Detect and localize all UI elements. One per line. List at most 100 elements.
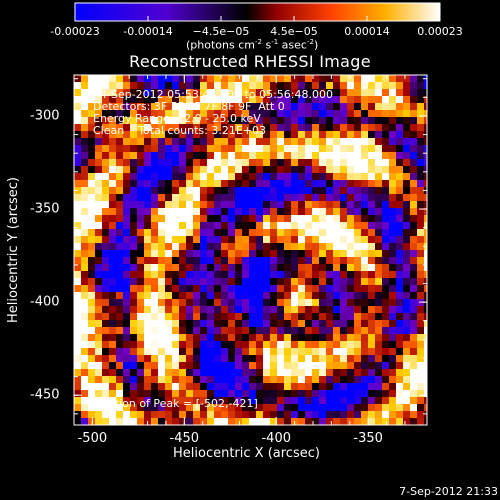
heatmap-cell bbox=[102, 355, 109, 362]
heatmap-cell bbox=[347, 166, 354, 173]
heatmap-cell bbox=[88, 75, 95, 82]
heatmap-cell bbox=[179, 110, 186, 117]
heatmap-cell bbox=[263, 131, 270, 138]
heatmap-cell bbox=[263, 166, 270, 173]
heatmap-cell bbox=[228, 250, 235, 257]
heatmap-cell bbox=[305, 299, 312, 306]
heatmap-cell bbox=[116, 376, 123, 383]
heatmap-cell bbox=[102, 292, 109, 299]
heatmap-cell bbox=[88, 117, 95, 124]
heatmap-cell bbox=[200, 306, 207, 313]
heatmap-cell bbox=[221, 362, 228, 369]
heatmap-cell bbox=[207, 278, 214, 285]
heatmap-cell bbox=[326, 285, 333, 292]
heatmap-cell bbox=[137, 334, 144, 341]
heatmap-cell bbox=[102, 250, 109, 257]
heatmap-cell bbox=[333, 243, 340, 250]
heatmap-cell bbox=[319, 411, 326, 418]
heatmap-cell bbox=[396, 250, 403, 257]
heatmap-cell bbox=[305, 180, 312, 187]
heatmap-cell bbox=[319, 341, 326, 348]
heatmap-cell bbox=[81, 418, 88, 425]
heatmap-cell bbox=[354, 152, 361, 159]
heatmap-cell bbox=[256, 341, 263, 348]
heatmap-cell bbox=[123, 285, 130, 292]
heatmap-cell bbox=[326, 390, 333, 397]
heatmap-cell bbox=[396, 348, 403, 355]
heatmap-cell bbox=[123, 299, 130, 306]
heatmap-cell bbox=[417, 348, 424, 355]
heatmap-cell bbox=[347, 285, 354, 292]
heatmap-cell bbox=[130, 362, 137, 369]
heatmap-cell bbox=[228, 124, 235, 131]
heatmap-cell bbox=[88, 348, 95, 355]
heatmap-cell bbox=[403, 418, 410, 425]
heatmap-cell bbox=[368, 82, 375, 89]
heatmap-cell bbox=[256, 369, 263, 376]
heatmap-cell bbox=[340, 236, 347, 243]
heatmap-cell bbox=[305, 264, 312, 271]
heatmap-cell bbox=[109, 124, 116, 131]
heatmap-cell bbox=[186, 404, 193, 411]
heatmap-cell bbox=[193, 334, 200, 341]
heatmap-cell bbox=[95, 82, 102, 89]
heatmap-cell bbox=[144, 390, 151, 397]
heatmap-cell bbox=[396, 145, 403, 152]
heatmap-cell bbox=[256, 299, 263, 306]
heatmap-cell bbox=[305, 271, 312, 278]
heatmap-cell bbox=[326, 89, 333, 96]
heatmap-cell bbox=[151, 383, 158, 390]
heatmap-cell bbox=[361, 285, 368, 292]
heatmap-cell bbox=[396, 215, 403, 222]
heatmap-cell bbox=[235, 180, 242, 187]
heatmap-cell bbox=[102, 397, 109, 404]
heatmap-cell bbox=[221, 96, 228, 103]
heatmap-cell bbox=[326, 292, 333, 299]
heatmap-cell bbox=[193, 208, 200, 215]
heatmap-cell bbox=[151, 229, 158, 236]
heatmap-cell bbox=[347, 236, 354, 243]
heatmap-cell bbox=[389, 418, 396, 425]
heatmap-cell bbox=[291, 201, 298, 208]
heatmap-cell bbox=[263, 138, 270, 145]
heatmap-cell bbox=[200, 159, 207, 166]
heatmap-cell bbox=[88, 341, 95, 348]
heatmap-cell bbox=[326, 418, 333, 425]
heatmap-cell bbox=[312, 369, 319, 376]
heatmap-cell bbox=[354, 292, 361, 299]
heatmap-cell bbox=[179, 82, 186, 89]
heatmap-cell bbox=[158, 264, 165, 271]
heatmap-cell bbox=[368, 299, 375, 306]
heatmap-cell bbox=[389, 215, 396, 222]
heatmap-cell bbox=[144, 89, 151, 96]
heatmap-cell bbox=[228, 201, 235, 208]
heatmap-cell bbox=[354, 362, 361, 369]
heatmap-cell bbox=[172, 222, 179, 229]
heatmap-cell bbox=[179, 299, 186, 306]
heatmap-cell bbox=[102, 96, 109, 103]
heatmap-cell bbox=[361, 362, 368, 369]
heatmap-cell bbox=[130, 180, 137, 187]
heatmap-cell bbox=[186, 124, 193, 131]
heatmap-cell bbox=[347, 383, 354, 390]
heatmap-cell bbox=[340, 75, 347, 82]
heatmap-cell bbox=[137, 138, 144, 145]
heatmap-cell bbox=[375, 264, 382, 271]
heatmap-cell bbox=[249, 313, 256, 320]
heatmap-cell bbox=[340, 180, 347, 187]
heatmap-cell bbox=[326, 411, 333, 418]
heatmap-cell bbox=[130, 257, 137, 264]
heatmap-cell bbox=[340, 89, 347, 96]
heatmap-cell bbox=[375, 229, 382, 236]
heatmap-cell bbox=[214, 138, 221, 145]
heatmap-cell bbox=[116, 103, 123, 110]
heatmap-cell bbox=[396, 264, 403, 271]
heatmap-cell bbox=[221, 145, 228, 152]
heatmap-cell bbox=[109, 194, 116, 201]
heatmap-cell bbox=[179, 320, 186, 327]
heatmap-cell bbox=[382, 166, 389, 173]
heatmap-cell bbox=[270, 152, 277, 159]
heatmap-cell bbox=[312, 334, 319, 341]
heatmap-cell bbox=[424, 117, 427, 124]
heatmap-cell bbox=[403, 306, 410, 313]
